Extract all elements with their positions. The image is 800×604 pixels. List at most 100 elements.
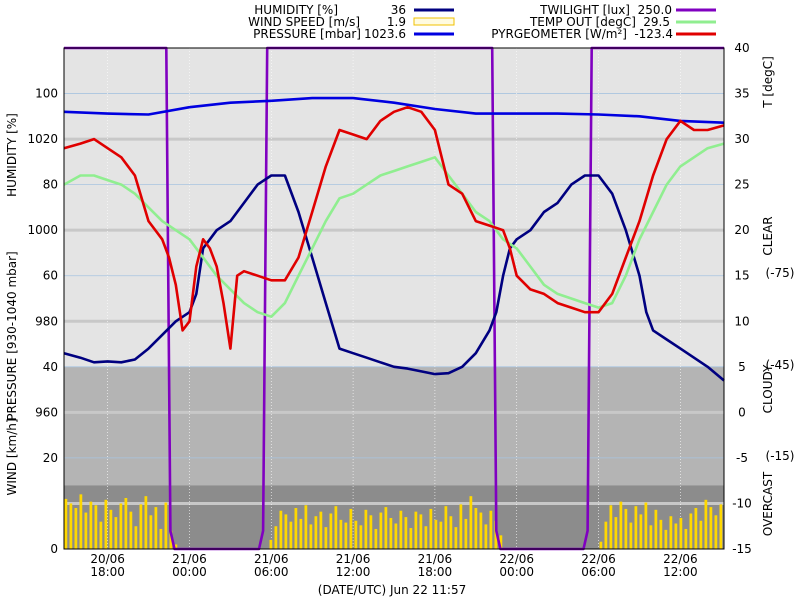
x-tick-date: 21/06 xyxy=(336,552,371,566)
wind-bar xyxy=(324,527,328,549)
x-tick-labels: 20/0618:0021/0600:0021/0606:0021/0612:00… xyxy=(90,552,697,579)
x-tick-time: 06:00 xyxy=(254,565,289,579)
series-lines xyxy=(63,46,725,551)
wind-bar xyxy=(79,494,83,549)
right-tick-label: 10 xyxy=(734,314,749,328)
x-tick-date: 21/06 xyxy=(254,552,289,566)
wind-bar xyxy=(689,513,693,549)
wind-bars xyxy=(64,494,723,549)
legend-temp-value: 29.5 xyxy=(643,15,670,29)
left-tick-label: 100 xyxy=(35,87,58,101)
left-tick-label: 1020 xyxy=(27,132,58,146)
wind-bar xyxy=(269,539,273,549)
wind-bar xyxy=(664,529,668,549)
wind-bar xyxy=(169,530,173,549)
wind-bar xyxy=(444,506,448,549)
x-tick-time: 12:00 xyxy=(663,565,698,579)
horizontal-gridlines xyxy=(64,93,724,505)
wind-bar xyxy=(374,528,378,549)
wind-bar xyxy=(694,508,698,549)
wind-bar xyxy=(364,509,368,549)
wind-bar xyxy=(474,508,478,549)
wind-bar xyxy=(604,521,608,549)
legend-wind-value: 1.9 xyxy=(387,15,406,29)
wind-bar xyxy=(304,505,308,549)
wind-bar xyxy=(359,525,363,549)
right-tick-label: 35 xyxy=(734,87,749,101)
legend-humidity-value: 36 xyxy=(391,3,406,17)
wind-bar xyxy=(319,511,323,549)
wind-bar xyxy=(429,508,433,549)
wind-bar xyxy=(614,517,618,549)
x-tick-date: 21/06 xyxy=(418,552,453,566)
wind-bar xyxy=(599,541,603,549)
wind-bar xyxy=(414,511,418,549)
sky-band-1 xyxy=(64,366,724,486)
wind-bar xyxy=(704,499,708,549)
sky-value-1: (-75) xyxy=(766,266,795,280)
wind-bar xyxy=(354,520,358,549)
x-tick-time: 18:00 xyxy=(90,565,125,579)
wind-bar xyxy=(649,525,653,549)
wind-bar xyxy=(69,503,73,549)
wind-bar xyxy=(339,519,343,549)
wind-bar xyxy=(709,507,713,549)
clear-axis-title: CLEAR xyxy=(761,216,775,255)
sky-value-2: (-45) xyxy=(766,358,795,372)
wind-bar xyxy=(464,518,468,549)
wind-bar xyxy=(164,502,168,549)
temp-axis-title: T [degC] xyxy=(761,56,775,109)
left-tick-label: 20 xyxy=(43,451,58,465)
wind-bar xyxy=(439,521,443,549)
cloudy-axis-title: CLOUDY xyxy=(761,364,775,413)
wind-bar xyxy=(719,504,723,549)
legend-temp-label: TEMP OUT [degC] xyxy=(529,15,636,29)
wind-bar xyxy=(404,517,408,549)
wind-bar xyxy=(314,516,318,549)
wind-bar xyxy=(399,510,403,549)
legend-pressure-label: PRESSURE [mbar] xyxy=(253,27,361,41)
wind-bar xyxy=(624,508,628,549)
wind-bar xyxy=(124,497,128,549)
wind-bar xyxy=(669,516,673,549)
wind-bar xyxy=(479,512,483,549)
wind-bar xyxy=(369,515,373,549)
wind-bar xyxy=(499,535,503,549)
x-tick-date: 22/06 xyxy=(499,552,534,566)
wind-bar xyxy=(64,498,68,549)
sky-band-0 xyxy=(64,48,724,367)
wind-bar xyxy=(714,515,718,549)
wind-bar xyxy=(104,499,108,549)
wind-bar xyxy=(309,524,313,549)
right-tick-label: -5 xyxy=(736,451,748,465)
wind-bar xyxy=(109,509,113,549)
wind-bar xyxy=(289,521,293,549)
wind-bar xyxy=(119,503,123,549)
right-tick-label: 5 xyxy=(738,360,746,374)
wind-bar xyxy=(154,507,158,549)
wind-bar xyxy=(74,508,78,549)
wind-bar xyxy=(484,524,488,549)
wind-bar xyxy=(294,508,298,549)
wind-bar xyxy=(434,519,438,549)
wind-bar xyxy=(114,517,118,549)
left-tick-label: 1000 xyxy=(27,223,58,237)
wind-bar xyxy=(134,526,138,549)
right-tick-label: 0 xyxy=(738,405,746,419)
sky-band-2 xyxy=(64,485,724,549)
legend-pyrgeometer-label: PYRGEOMETER [W/m²] xyxy=(491,27,627,41)
left-tick-label: 80 xyxy=(43,178,58,192)
legend-wind-swatch xyxy=(413,17,455,26)
x-tick-date: 21/06 xyxy=(172,552,207,566)
wind-bar xyxy=(644,502,648,549)
right-tick-label: -15 xyxy=(732,542,752,556)
series-line-pyrgeometer xyxy=(63,105,725,350)
wind-bar xyxy=(419,514,423,549)
pressure-axis-title: PRESSURE [930-1040 mbar] xyxy=(5,251,19,420)
right-tick-label: 25 xyxy=(734,178,749,192)
legend-pressure-value: 1023.6 xyxy=(364,27,406,41)
wind-bar xyxy=(329,513,333,549)
wind-bar xyxy=(659,519,663,549)
wind-bar xyxy=(469,496,473,549)
